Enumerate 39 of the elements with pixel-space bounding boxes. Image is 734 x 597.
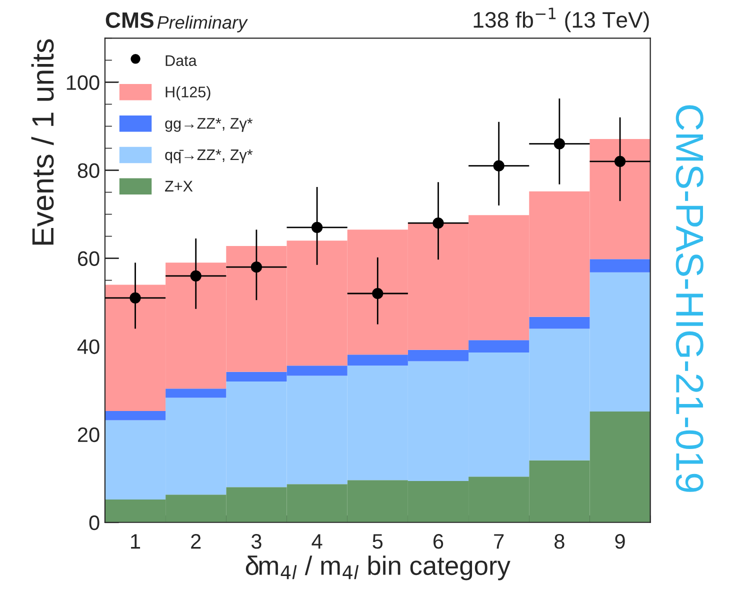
point — [372, 288, 384, 300]
point — [554, 138, 565, 150]
chart-title: CMS — [106, 12, 154, 28]
x-tick-label: 6 — [434, 534, 444, 549]
bar — [166, 388, 226, 398]
x-tick-label: 8 — [554, 534, 564, 549]
y-tick-label: 0 — [89, 515, 100, 530]
legend-label: Data — [166, 55, 197, 66]
point — [130, 292, 141, 304]
x-tick-label: 3 — [251, 534, 262, 549]
text: CMS-PAS-HIG-21-019 — [676, 105, 704, 492]
y-tick-label: 80 — [78, 163, 100, 178]
x-tick-label: 2 — [191, 534, 201, 549]
x-tick-label: 5 — [372, 534, 383, 549]
y-tick-label: 60 — [78, 251, 100, 266]
bar — [104, 411, 166, 420]
point — [614, 156, 626, 168]
point — [432, 218, 444, 229]
x-tick-label: 7 — [494, 534, 504, 549]
y-tick-label: 100 — [66, 75, 100, 90]
x-tick-label: 9 — [615, 534, 625, 549]
x-axis-title: δm$_{4l}$ / m$_{4l}$ bin category — [246, 556, 510, 580]
y-tick-label: 20 — [78, 427, 100, 442]
chart-subtitle: Preliminary — [157, 16, 248, 32]
legend-label: qq̄→ZZ*, Zγ* — [165, 150, 253, 164]
x-tick-label: 4 — [312, 534, 322, 549]
legend-label: H(125) — [166, 86, 210, 100]
bar — [529, 316, 590, 329]
y-axis-title: Events / 1 units — [31, 39, 54, 245]
legend-label: Z+X — [165, 180, 193, 192]
point — [493, 160, 504, 172]
bar — [590, 259, 650, 272]
point — [250, 262, 262, 273]
point — [311, 222, 323, 234]
legend-label: gg→ZZ*, Zγ* — [165, 118, 253, 132]
point — [190, 270, 202, 282]
y-tick-label: 40 — [77, 339, 100, 354]
text: 138 fb$^{−1}$ (13 TeV) — [474, 8, 649, 32]
x-tick-label: 1 — [131, 534, 140, 549]
